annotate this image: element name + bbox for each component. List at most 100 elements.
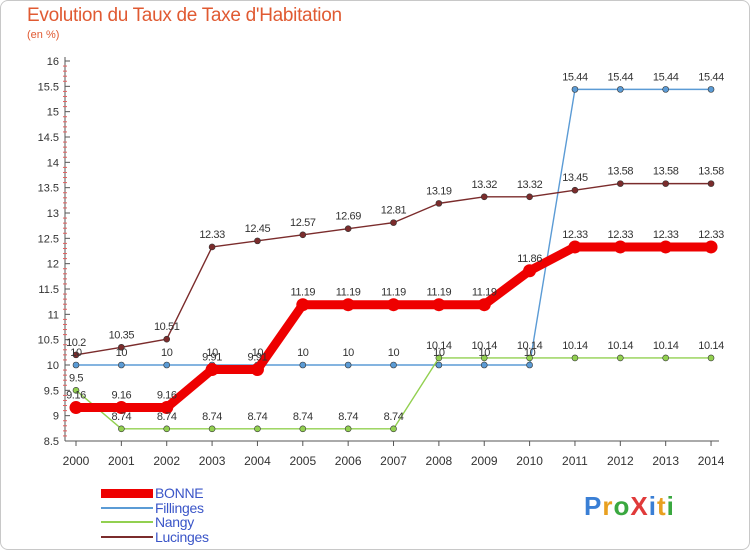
data-label-bonne: 12.33 [608, 229, 634, 241]
data-point-nangy [435, 354, 443, 362]
x-tick-label: 2012 [607, 454, 634, 468]
data-point-lucinges [390, 219, 397, 226]
data-label-bonne: 11.19 [381, 287, 406, 299]
x-tick-label: 2002 [153, 454, 180, 468]
data-point-nangy [480, 354, 488, 362]
y-tick-label: 15 [47, 107, 59, 119]
data-label-nangy: 10.14 [517, 340, 543, 352]
data-label-lucinges: 12.81 [381, 205, 407, 217]
y-tick-label: 9 [53, 411, 59, 423]
data-point-lucinges [118, 343, 125, 351]
logo-letter: i [648, 491, 657, 521]
data-point-lucinges [163, 335, 171, 343]
x-tick-label: 2003 [199, 454, 226, 468]
legend-label: Lucinges [155, 529, 209, 546]
data-label-nangy: 10.14 [608, 340, 634, 352]
y-tick-label: 10.5 [38, 335, 59, 347]
data-label-nangy: 8.74 [111, 411, 131, 423]
data-point-nangy [707, 354, 715, 362]
data-label-lucinges: 12.45 [245, 223, 271, 235]
data-label-bonne: 9.91 [202, 352, 222, 364]
data-labels: 9.16 9.16 9.16 9.91 9.91 11.19 11.19 11.19 11.19… [66, 71, 724, 422]
data-label-nangy: 10.14 [471, 340, 497, 352]
data-point-nangy [118, 425, 125, 433]
x-tick-label: 2006 [335, 454, 362, 468]
data-point-lucinges [617, 180, 624, 187]
y-tick-label: 12 [47, 259, 59, 271]
legend-swatch [101, 521, 153, 524]
data-point-lucinges [208, 243, 216, 251]
y-tick-label: 13.5 [38, 183, 59, 195]
legend-label: BONNE [155, 485, 204, 501]
data-label-lucinges: 13.32 [471, 179, 497, 191]
data-label-fillinges: 10 [524, 347, 536, 359]
data-label-bonne: 11.19 [336, 287, 361, 299]
data-label-bonne: 9.91 [248, 352, 268, 364]
data-label-fillinges: 10 [342, 347, 354, 359]
data-label-fillinges: 15.44 [653, 71, 679, 83]
data-label-fillinges: 10 [161, 347, 173, 359]
data-point-fillinges [571, 86, 579, 93]
data-label-nangy: 8.74 [248, 411, 268, 423]
data-point-lucinges [72, 351, 80, 359]
data-label-fillinges: 10 [116, 347, 128, 359]
x-tick-label: 2010 [516, 454, 543, 468]
logo-letter: i [666, 491, 675, 521]
data-point-nangy [299, 425, 307, 433]
data-point-nangy [163, 425, 171, 433]
data-point-nangy [208, 425, 216, 433]
data-point-fillinges [662, 86, 669, 93]
y-tick-label: 14 [47, 157, 59, 169]
x-tick-label: 2000 [63, 454, 90, 468]
data-point-fillinges [526, 361, 533, 369]
data-point-bonne [114, 401, 128, 415]
data-label-bonne: 9.16 [66, 390, 86, 402]
data-point-fillinges [390, 361, 397, 369]
data-point-bonne [704, 240, 718, 254]
y-tick-label: 11.5 [38, 284, 59, 296]
data-point-nangy [390, 425, 397, 433]
data-label-nangy: 8.74 [202, 411, 222, 423]
data-label-fillinges: 10 [297, 347, 309, 359]
data-point-lucinges [662, 180, 669, 187]
data-label-fillinges: 15.44 [562, 71, 588, 83]
y-tick-label: 12.5 [38, 233, 59, 245]
y-tick-label: 8.5 [44, 436, 59, 448]
data-label-bonne: 12.33 [562, 229, 588, 241]
x-tick-label: 2005 [289, 454, 316, 468]
data-label-lucinges: 13.58 [653, 166, 679, 178]
data-point-lucinges [254, 237, 261, 245]
data-label-lucinges: 10.2 [66, 337, 86, 349]
y-tick-label: 13 [47, 208, 59, 220]
data-label-fillinges: 10 [70, 347, 82, 359]
data-label-bonne: 11.19 [427, 287, 452, 299]
data-point-bonne [341, 298, 355, 312]
data-point-bonne [387, 298, 401, 312]
data-label-bonne: 11.19 [472, 287, 497, 299]
data-point-bonne [613, 240, 627, 254]
x-tick-label: 2013 [652, 454, 679, 468]
data-point-fillinges [72, 361, 80, 369]
data-label-fillinges: 15.44 [608, 71, 634, 83]
data-label-fillinges: 10 [252, 347, 264, 359]
data-point-bonne [659, 240, 673, 254]
data-label-bonne: 9.16 [111, 390, 131, 402]
data-label-nangy: 9.5 [69, 372, 83, 384]
x-tick-label: 2011 [562, 454, 588, 468]
data-point-lucinges [526, 193, 533, 201]
logo-letter: X [630, 491, 649, 521]
data-label-nangy: 10.14 [562, 340, 588, 352]
data-label-fillinges: 10 [388, 347, 400, 359]
legend-swatch [101, 488, 153, 498]
legend-label: Nangy [155, 514, 194, 531]
data-point-lucinges [344, 225, 352, 233]
data-label-bonne: 11.19 [290, 287, 315, 299]
data-point-fillinges [480, 361, 488, 369]
data-point-nangy [662, 354, 669, 362]
logo-letter: P [584, 491, 603, 521]
y-tick-label: 9.5 [44, 385, 59, 397]
data-point-fillinges [344, 361, 352, 369]
data-point-lucinges [571, 186, 579, 194]
data-label-lucinges: 12.57 [290, 217, 316, 229]
data-label-nangy: 10.14 [426, 340, 452, 352]
